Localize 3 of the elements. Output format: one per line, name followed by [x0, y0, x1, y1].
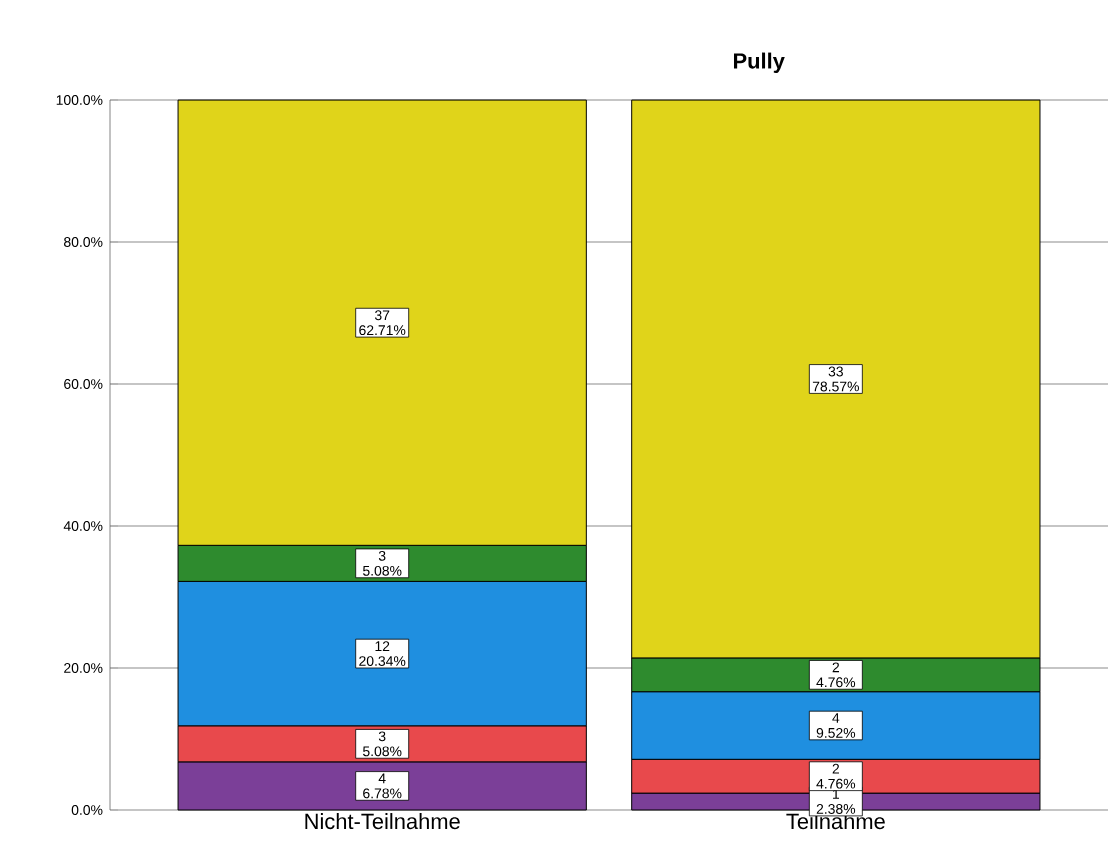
- x-tick-label: Nicht-Teilnahme: [305, 813, 460, 830]
- chart-title: Pully: [733, 52, 785, 73]
- x-tick-label: Teilnahme: [786, 813, 885, 830]
